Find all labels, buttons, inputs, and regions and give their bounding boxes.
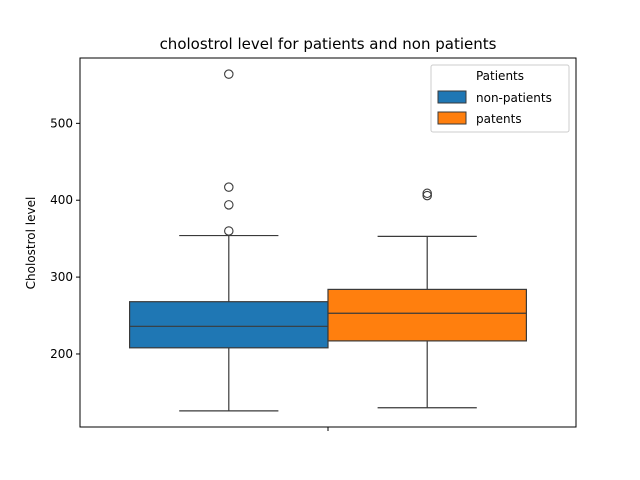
legend-label-non-patients: non-patients	[476, 91, 552, 105]
y-tick-label-200: 200	[50, 347, 73, 361]
box-non-patients	[129, 301, 329, 349]
y-axis-label: Cholostrol level	[24, 197, 38, 290]
outlier-non-patients-3	[224, 226, 234, 236]
box-patents	[327, 288, 527, 342]
y-tick-label-400: 400	[50, 193, 73, 207]
outlier-non-patients-0	[224, 69, 234, 79]
y-tick-label-500: 500	[50, 116, 73, 130]
legend-swatch-non-patients	[437, 90, 467, 104]
legend-label-patents: patents	[476, 112, 522, 126]
outlier-non-patients-2	[224, 200, 234, 210]
legend-swatch-patents	[437, 111, 467, 125]
outlier-patents-1	[422, 190, 432, 201]
outlier-patents-0	[422, 188, 432, 199]
axes-frame	[79, 57, 577, 428]
y-tick-label-300: 300	[50, 270, 73, 284]
plot-area: 200 300 400 500	[50, 57, 577, 431]
chart-title: cholostrol level for patients and non pa…	[160, 35, 497, 53]
legend: Patients non-patients patents	[430, 64, 570, 133]
legend-title: Patients	[476, 69, 524, 83]
outlier-non-patients-1	[224, 182, 234, 192]
